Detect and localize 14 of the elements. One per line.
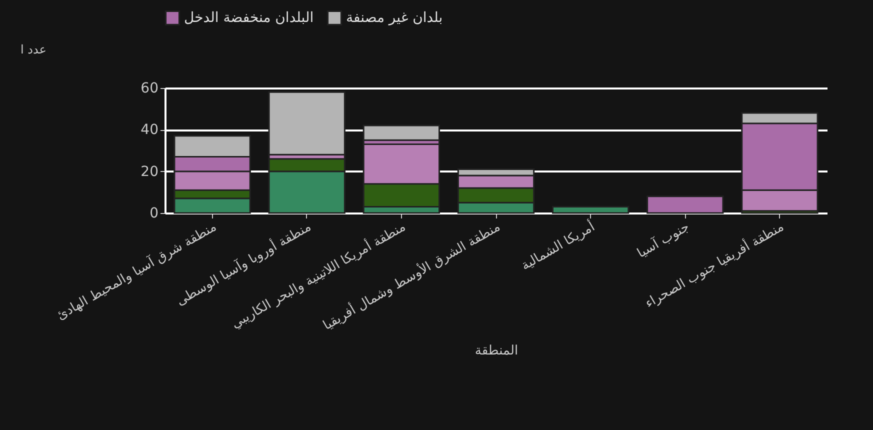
x-tick-label: جنوب آسيا [634, 218, 692, 262]
y-axis-title: عدد ا [20, 42, 46, 56]
x-tick-label: أمريكا الشمالية [518, 218, 598, 274]
y-tick-label: 20 [140, 164, 158, 180]
bar [552, 206, 630, 214]
y-tick-label: 40 [140, 122, 158, 138]
x-axis-title: المنطقة [474, 344, 518, 359]
bar [646, 196, 724, 214]
bar [362, 124, 440, 141]
y-tick-label: 0 [150, 206, 158, 222]
legend-label: البلدان منخفضة الدخل [184, 10, 314, 26]
legend-label: بلدان غير مصنفة [346, 10, 443, 26]
bar [268, 91, 346, 156]
y-tick-label: 60 [140, 80, 158, 96]
